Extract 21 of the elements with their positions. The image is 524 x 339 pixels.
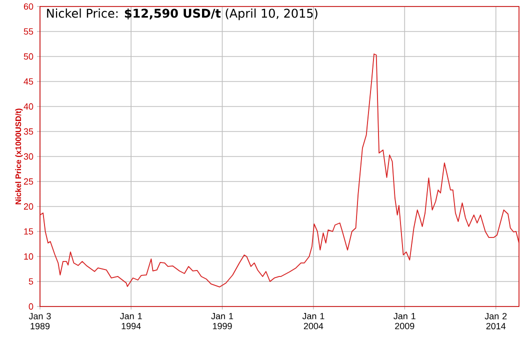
- y-tick-label: 30: [24, 153, 34, 160]
- y-tick-label: 50: [24, 53, 34, 60]
- y-tick-label: 25: [24, 178, 34, 184]
- x-tick-label: Jan 2 2014: [484, 312, 507, 330]
- y-tick-label: 45: [24, 78, 34, 84]
- y-tick-label: 40: [24, 103, 34, 110]
- y-tick-label: 5: [28, 278, 34, 284]
- y-tick-label: 10: [24, 253, 34, 260]
- y-tick-label: 35: [24, 128, 34, 134]
- y-tick-label: 20: [24, 203, 34, 210]
- y-tick-label: 60: [24, 3, 34, 10]
- x-tick-label: Jan 1 1999: [211, 312, 234, 329]
- y-tick-label: 55: [24, 28, 34, 34]
- y-tick-label: 0: [28, 303, 34, 310]
- x-tick-label: Jan 3 1989: [28, 312, 51, 330]
- chart-title: Nickel Price: $12,590 USD/t (April 10, 2015): [47, 8, 318, 20]
- y-tick-label: 15: [24, 228, 34, 234]
- x-tick-label: Jan 1 2004: [302, 312, 324, 329]
- x-tick-label: Jan 1 2009: [394, 312, 416, 329]
- x-tick-label: Jan 1 1994: [120, 312, 142, 329]
- line-series: [40, 53, 520, 288]
